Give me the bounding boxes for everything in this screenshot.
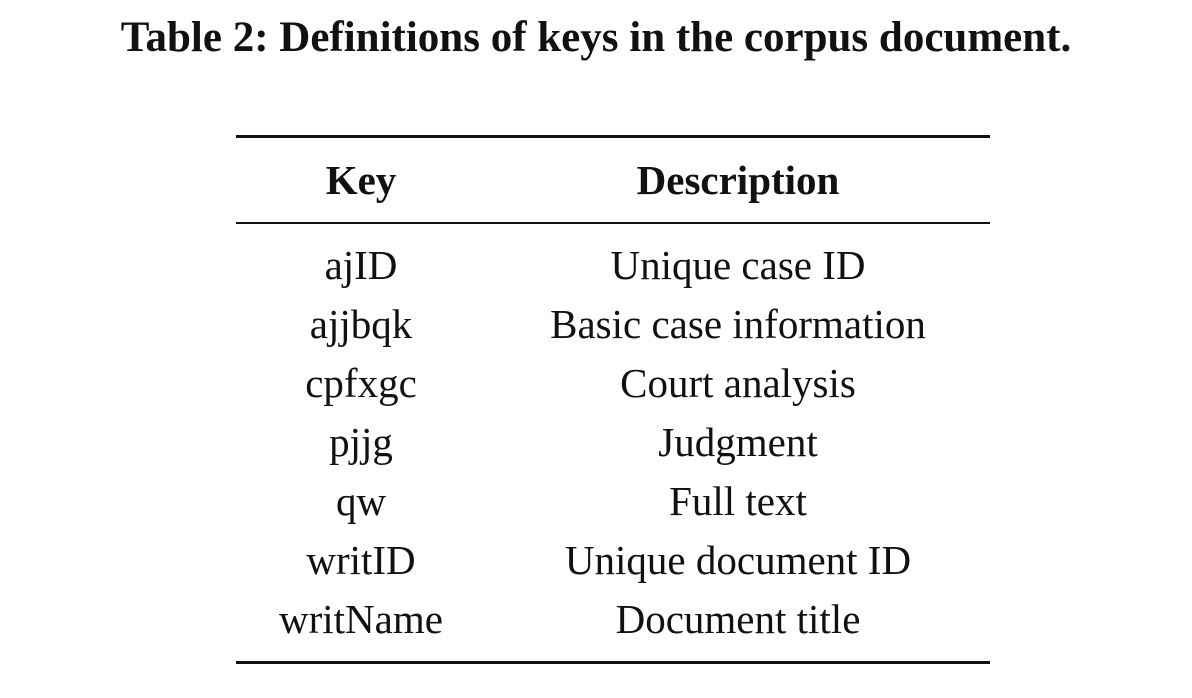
table-caption: Table 2: Definitions of keys in the corp… <box>120 14 1072 61</box>
key-cell: ajID <box>324 242 398 288</box>
key-cell: writName <box>279 596 443 642</box>
key-cell: ajjbqk <box>309 301 413 347</box>
description-cell: Basic case information <box>550 301 926 347</box>
table-row: pjjg Judgment <box>236 413 990 472</box>
table-body: ajID Unique case ID ajjbqk Basic case in… <box>236 223 990 663</box>
table-row: cpfxgc Court analysis <box>236 354 990 413</box>
description-cell: Full text <box>669 478 807 524</box>
table-row: qw Full text <box>236 472 990 531</box>
description-cell: Unique document ID <box>564 537 912 583</box>
table-row: ajID Unique case ID <box>236 223 990 295</box>
table-row: writName Document title <box>236 590 990 663</box>
key-cell: cpfxgc <box>305 360 417 406</box>
definitions-table-container: Key Description ajID Unique case ID ajjb… <box>236 135 990 664</box>
table-row: writID Unique document ID <box>236 531 990 590</box>
header-key: Key <box>325 157 397 203</box>
header-row: Key Description <box>236 136 990 223</box>
key-cell: qw <box>335 478 387 524</box>
key-cell: writID <box>306 537 416 583</box>
key-cell: pjjg <box>329 419 393 465</box>
description-cell: Court analysis <box>620 360 856 406</box>
header-description: Description <box>636 157 840 203</box>
definitions-table: Key Description ajID Unique case ID ajjb… <box>236 135 990 664</box>
table-row: ajjbqk Basic case information <box>236 295 990 354</box>
table-header: Key Description <box>236 136 990 223</box>
description-cell: Document title <box>615 596 861 642</box>
description-cell: Unique case ID <box>610 242 866 288</box>
description-cell: Judgment <box>658 419 818 465</box>
